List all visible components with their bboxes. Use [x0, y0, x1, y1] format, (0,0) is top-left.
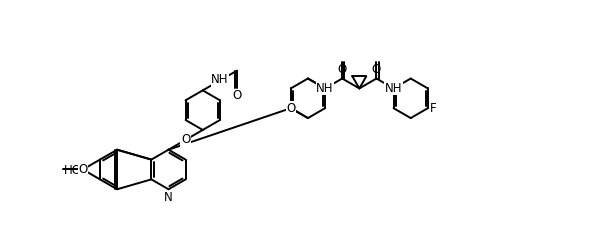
Text: F: F: [430, 102, 436, 115]
Text: NH: NH: [316, 82, 334, 95]
Text: O: O: [286, 102, 295, 115]
Text: O: O: [232, 89, 242, 102]
Text: O: O: [372, 63, 381, 76]
Text: NH: NH: [211, 73, 229, 86]
Text: O: O: [181, 133, 190, 146]
Text: N: N: [164, 191, 173, 204]
Text: O: O: [78, 163, 88, 176]
Text: NH: NH: [385, 82, 403, 95]
Text: O: O: [338, 63, 347, 76]
Text: HO: HO: [64, 164, 82, 177]
